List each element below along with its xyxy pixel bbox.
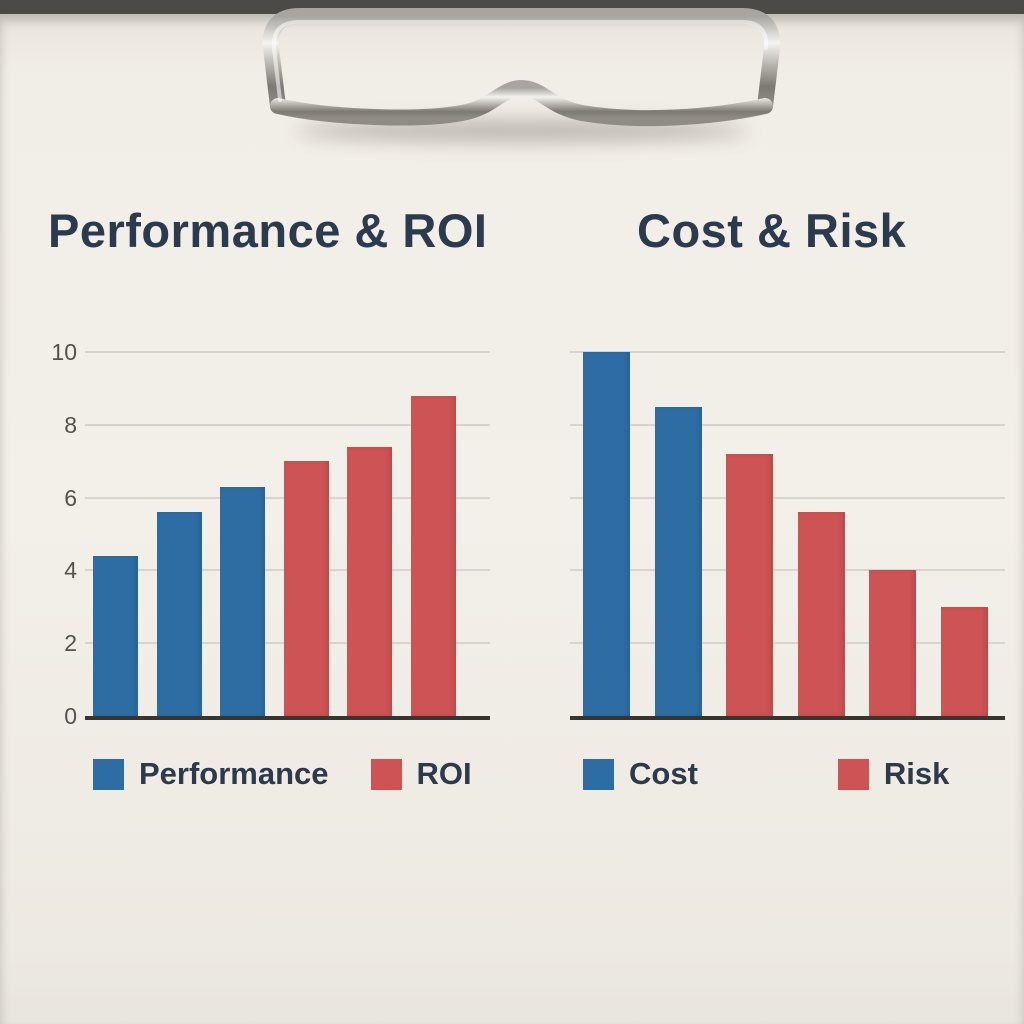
gridline (570, 423, 1005, 426)
gridline (570, 351, 1005, 353)
gridline (570, 569, 1005, 572)
plot-area: 0 2 4 6 8 10 (51, 340, 490, 728)
ytick-label: 8 (64, 411, 77, 438)
bar-risk-6 (940, 606, 988, 716)
gridline (570, 642, 1005, 645)
legend-swatch-performance (93, 758, 124, 790)
legend-item: Risk (837, 756, 950, 792)
bar-risk-5 (869, 570, 916, 716)
bar-roi-6 (410, 395, 456, 716)
bar-cost-1 (583, 352, 630, 716)
legend-label: Cost (629, 756, 698, 791)
legend-item: Performance (93, 756, 329, 792)
chart-title: Performance & ROI (48, 204, 488, 257)
ytick-label: 4 (64, 557, 77, 584)
legend-label: ROI (416, 756, 472, 791)
clipboard-clip-icon (262, 7, 781, 127)
gridline (85, 423, 490, 426)
bar-risk-3 (726, 453, 773, 716)
bar-performance-1 (93, 555, 138, 716)
legend-swatch-risk (837, 758, 869, 790)
legend: Performance ROI (93, 756, 472, 792)
legend-item: Cost (583, 756, 698, 792)
bar-risk-4 (797, 512, 845, 716)
ytick-label: 6 (64, 484, 77, 511)
legend-label: Risk (883, 756, 950, 791)
chart-title: Cost & Risk (637, 204, 907, 257)
legend-item: ROI (370, 756, 472, 792)
ytick-label: 10 (51, 339, 77, 365)
legend-swatch-roi (370, 758, 402, 790)
ytick-label: 2 (64, 630, 77, 657)
plot-area (570, 351, 1005, 720)
bar-roi-5 (347, 446, 392, 716)
legend: Cost Risk (583, 756, 949, 792)
bar-cost-2 (654, 406, 702, 716)
ytick-label: 0 (64, 703, 77, 729)
gridline (85, 351, 490, 353)
bar-performance-3 (220, 486, 265, 716)
legend-label: Performance (139, 756, 329, 791)
bar-performance-2 (156, 512, 202, 716)
gridline (570, 496, 1005, 499)
legend-swatch-cost (583, 758, 614, 790)
bar-roi-4 (283, 461, 329, 716)
